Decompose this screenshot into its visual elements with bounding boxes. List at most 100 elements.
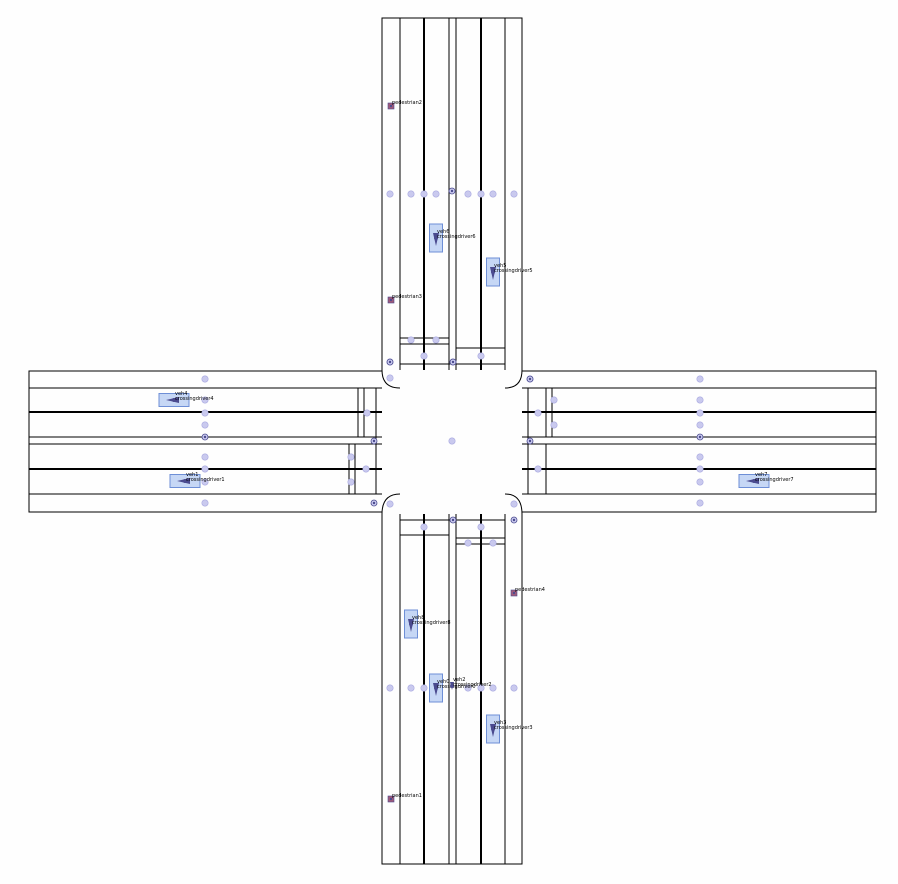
pedestrian-label: pedestrian4 [515,587,545,593]
waypoint-node [347,453,355,461]
waypoint-node [432,336,440,344]
pedestrian-pedestrian3: pedestrian3 [387,294,422,304]
vehicle-id-label: veh0 [437,679,449,685]
vehicle-driver-label: crossingdriver8 [412,620,451,626]
waypoint-node [420,523,428,531]
waypoint-node [201,499,209,507]
waypoint-node [696,396,704,404]
vehicle-id-label: veh5 [494,263,506,269]
waypoint-nodes [201,187,704,692]
waypoint-node-center [372,501,376,505]
vehicle-id-label: veh7 [755,472,767,478]
vehicle-id-label: veh6 [437,229,449,235]
waypoint-node [347,478,355,486]
waypoint-node [696,375,704,383]
vehicle-driver-label: crossingdriver5 [494,268,533,274]
pedestrian-center-marker [512,591,516,595]
waypoint-node [477,190,485,198]
waypoint-node [201,465,209,473]
vehicle-center-marker [491,727,495,731]
pedestrian-center-marker [389,797,393,801]
waypoint-node-center [698,435,702,439]
vehicle-driver-label: crossingdriver6 [437,234,476,240]
vehicle-center-marker [434,686,438,690]
waypoint-node [534,465,542,473]
waypoint-node-center [451,360,455,364]
waypoint-node [201,375,209,383]
waypoint-node [420,190,428,198]
pedestrian-center-marker [389,104,393,108]
waypoint-node [696,409,704,417]
waypoint-node [477,684,485,692]
waypoint-node [464,190,472,198]
waypoint-node [420,352,428,360]
waypoint-node [696,465,704,473]
corner-curbs [381,369,523,515]
waypoint-node [464,684,472,692]
waypoint-node-center [372,439,376,443]
waypoint-node [477,352,485,360]
waypoint-node [489,539,497,547]
waypoint-node [696,421,704,429]
waypoint-node [201,409,209,417]
waypoint-node-center [528,439,532,443]
waypoint-node [477,523,485,531]
waypoint-node [362,465,370,473]
vehicle-driver-label: crossingdriver4 [175,396,214,402]
vehicle-id-label: veh2 [453,677,465,683]
waypoint-node-center [388,360,392,364]
waypoint-node [386,190,394,198]
waypoint-node [386,500,394,508]
vehicle-center-marker [752,479,756,483]
vehicle-driver-label: crossingdriver1 [186,477,225,483]
waypoint-node [201,453,209,461]
vehicle-id-label: veh1 [186,472,198,478]
waypoint-node [534,409,542,417]
waypoint-node [407,684,415,692]
waypoint-node-center [528,377,532,381]
vehicle-center-marker [172,398,176,402]
vehicle-center-marker [409,622,413,626]
waypoint-node [407,190,415,198]
vehicle-id-label: veh3 [494,720,506,726]
vehicle-id-label: veh8 [412,615,424,621]
waypoint-node-center [512,518,516,522]
waypoint-node [201,396,209,404]
waypoint-node [464,539,472,547]
waypoint-node [510,684,518,692]
waypoint-node [696,453,704,461]
waypoint-node [489,190,497,198]
waypoint-node [550,396,558,404]
waypoint-node [489,684,497,692]
waypoint-node [510,190,518,198]
vehicle-driver-label: crossingdriver0 [437,684,476,690]
vehicle-driver-label: crossingdriver2 [453,682,492,688]
vehicle-center-marker [450,684,454,688]
waypoint-node-center [450,189,454,193]
waypoint-node [510,500,518,508]
waypoint-node-center [451,518,455,522]
waypoint-node [363,409,371,417]
pedestrian-center-marker [389,298,393,302]
waypoint-node [550,421,558,429]
pedestrian-pedestrian4: pedestrian4 [510,587,545,597]
waypoint-node [201,478,209,486]
vehicle-center-marker [183,479,187,483]
waypoint-node [386,684,394,692]
pedestrian-pedestrian2: pedestrian2 [387,100,422,110]
vehicle-center-marker [491,270,495,274]
vehicle-driver-label: crossingdriver7 [755,477,794,483]
waypoint-node [432,190,440,198]
vehicle-driver-label: crossingdriver3 [494,725,533,731]
waypoint-node [201,421,209,429]
pedestrian-label: pedestrian1 [392,793,422,799]
